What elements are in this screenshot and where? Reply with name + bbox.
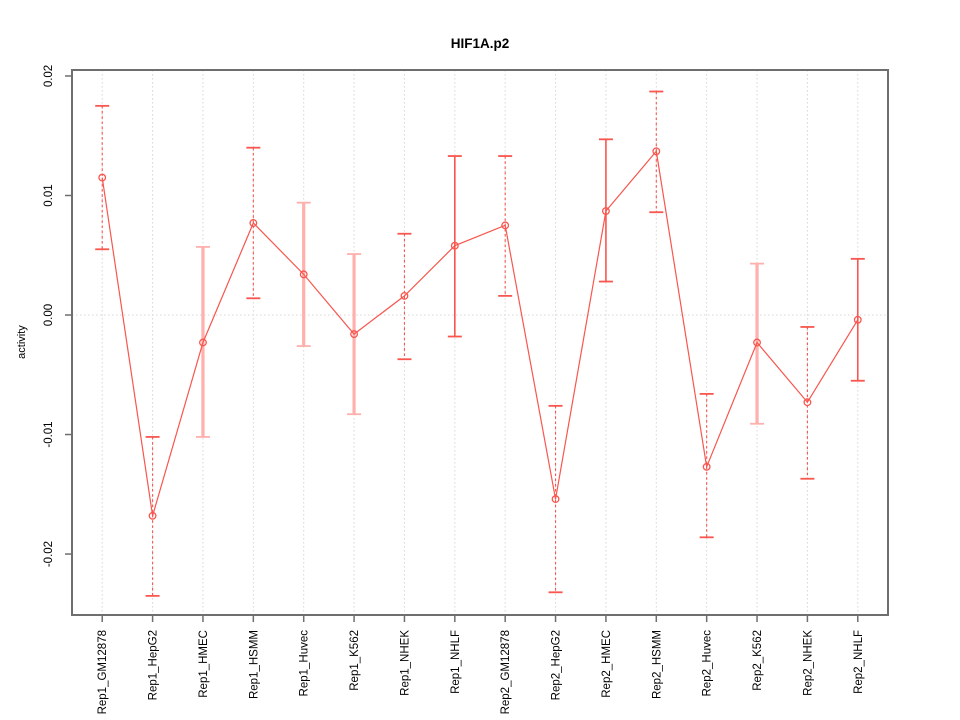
x-tick-label: Rep1_HMEC bbox=[198, 630, 210, 698]
data-layer bbox=[95, 90, 865, 597]
y-axis-label: activity bbox=[16, 325, 28, 359]
data-point bbox=[652, 147, 661, 156]
data-point bbox=[853, 315, 862, 324]
data-point bbox=[803, 398, 812, 407]
activity-line bbox=[101, 149, 859, 516]
axis-layer: 0.02 0.01 0.00 -0.01 -0.02 Rep1_GM12878 Rep1_H… bbox=[43, 65, 889, 714]
x-tick-label: Rep2_NHEK bbox=[802, 630, 814, 696]
data-point bbox=[148, 511, 157, 520]
data-point bbox=[450, 241, 459, 250]
data-point bbox=[551, 495, 560, 504]
x-tick-label: Rep1_HepG2 bbox=[148, 630, 160, 700]
data-point bbox=[199, 338, 207, 347]
y-tick-label: -0.02 bbox=[43, 541, 55, 567]
y-tick-label: -0.01 bbox=[43, 421, 55, 447]
grid-layer bbox=[72, 70, 888, 615]
plot-border bbox=[71, 69, 889, 616]
data-point bbox=[350, 330, 359, 339]
data-point bbox=[702, 462, 711, 471]
data-point bbox=[753, 338, 761, 347]
x-tick-label: Rep1_NHEK bbox=[399, 630, 411, 696]
data-point bbox=[501, 221, 510, 230]
x-tick-label: Rep1_K562 bbox=[349, 630, 361, 691]
x-tick-label: Rep2_Huvec bbox=[702, 630, 714, 697]
chart-title: HIF1A.p2 bbox=[451, 36, 510, 51]
x-tick-label: Rep1_NHLF bbox=[450, 630, 462, 694]
x-tick-label: Rep2_NHLF bbox=[853, 630, 865, 694]
x-tick-label: Rep2_GM12878 bbox=[500, 630, 512, 714]
x-tick-label: Rep2_HSMM bbox=[651, 630, 663, 699]
x-tick-label: Rep2_HepG2 bbox=[551, 630, 563, 700]
data-point bbox=[249, 219, 258, 227]
y-tick-label: 0.00 bbox=[43, 304, 55, 326]
x-tick-label: Rep2_HMEC bbox=[601, 630, 613, 698]
data-point bbox=[601, 207, 610, 215]
y-tick-label: 0.02 bbox=[43, 65, 55, 87]
x-tick-label: Rep1_HSMM bbox=[248, 630, 260, 699]
y-tick-label: 0.01 bbox=[43, 184, 55, 206]
data-point bbox=[400, 291, 409, 300]
x-tick-label: Rep1_GM12878 bbox=[97, 630, 109, 714]
x-tick-label: Rep1_Huvec bbox=[299, 630, 311, 697]
data-point bbox=[299, 270, 308, 279]
data-point bbox=[98, 173, 107, 182]
x-tick-label: Rep2_K562 bbox=[752, 630, 764, 691]
